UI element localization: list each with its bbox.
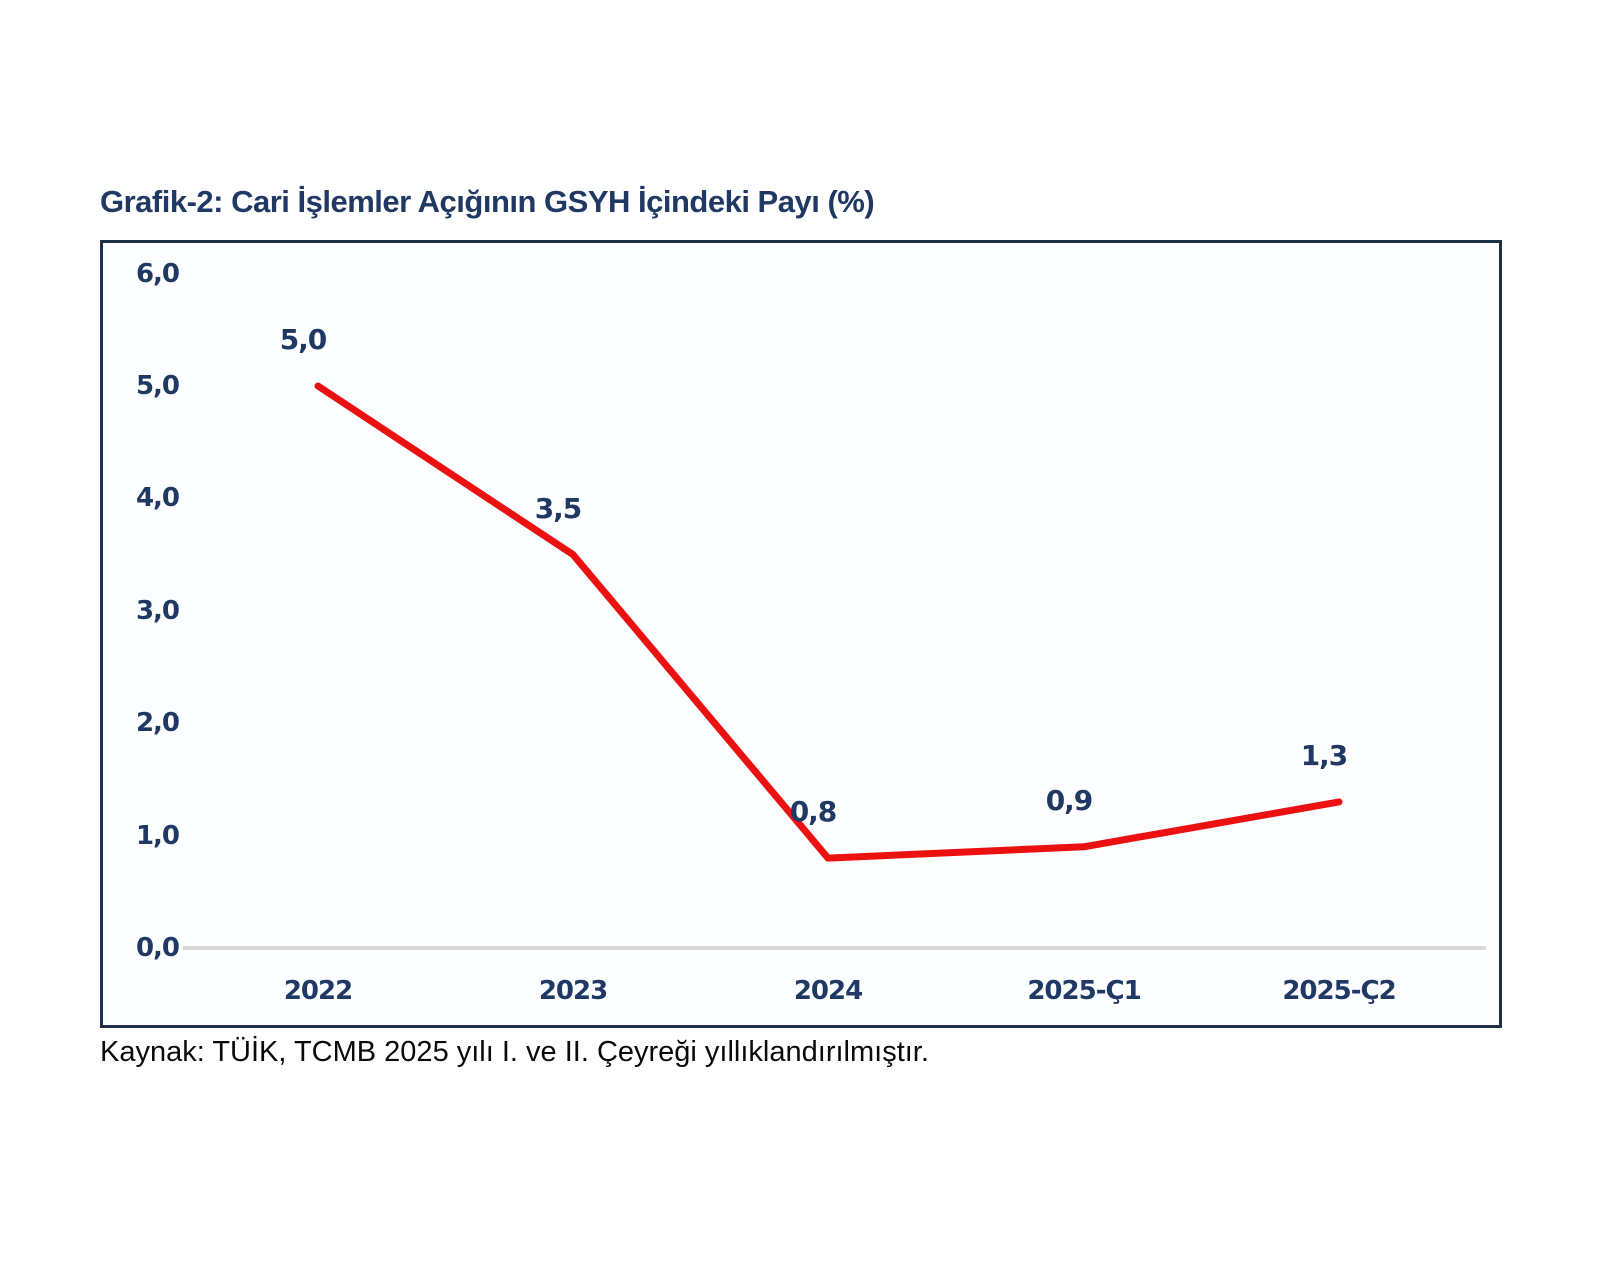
chart-title: Grafik-2: Cari İşlemler Açığının GSYH İç… [100, 184, 875, 219]
y-axis-tick-label: 6,0 [135, 258, 180, 289]
data-label: 3,5 [534, 491, 583, 525]
series-line [314, 382, 1343, 862]
chart-frame: 6,0 5,0 4,0 3,0 2,0 1,0 0,0 2022 2023 2024 2025-Ç1… [100, 240, 1502, 1028]
y-axis-tick-label: 1,0 [135, 820, 180, 851]
data-label: 1,3 [1300, 738, 1349, 772]
y-axis-tick-label: 4,0 [135, 483, 180, 514]
data-label: 0,8 [789, 795, 838, 829]
x-axis-tick-label: 2025-Ç1 [1027, 976, 1141, 1006]
data-label: 0,9 [1045, 783, 1094, 817]
y-axis-tick-label: 3,0 [135, 595, 180, 626]
source-note: Kaynak: TÜİK, TCMB 2025 yılı I. ve II. Ç… [100, 1036, 929, 1068]
y-axis-tick-label: 5,0 [135, 371, 180, 401]
x-axis-tick-label: 2024 [793, 976, 863, 1006]
x-axis-tick-label: 2022 [283, 976, 353, 1006]
x-axis-tick-label: 2025-Ç2 [1282, 976, 1396, 1006]
line-chart-plot [183, 382, 1486, 950]
data-label: 5,0 [279, 323, 328, 356]
y-axis-tick-label: 2,0 [135, 708, 180, 739]
y-axis-tick-label: 0,0 [135, 933, 180, 963]
x-axis-tick-label: 2023 [538, 976, 608, 1006]
